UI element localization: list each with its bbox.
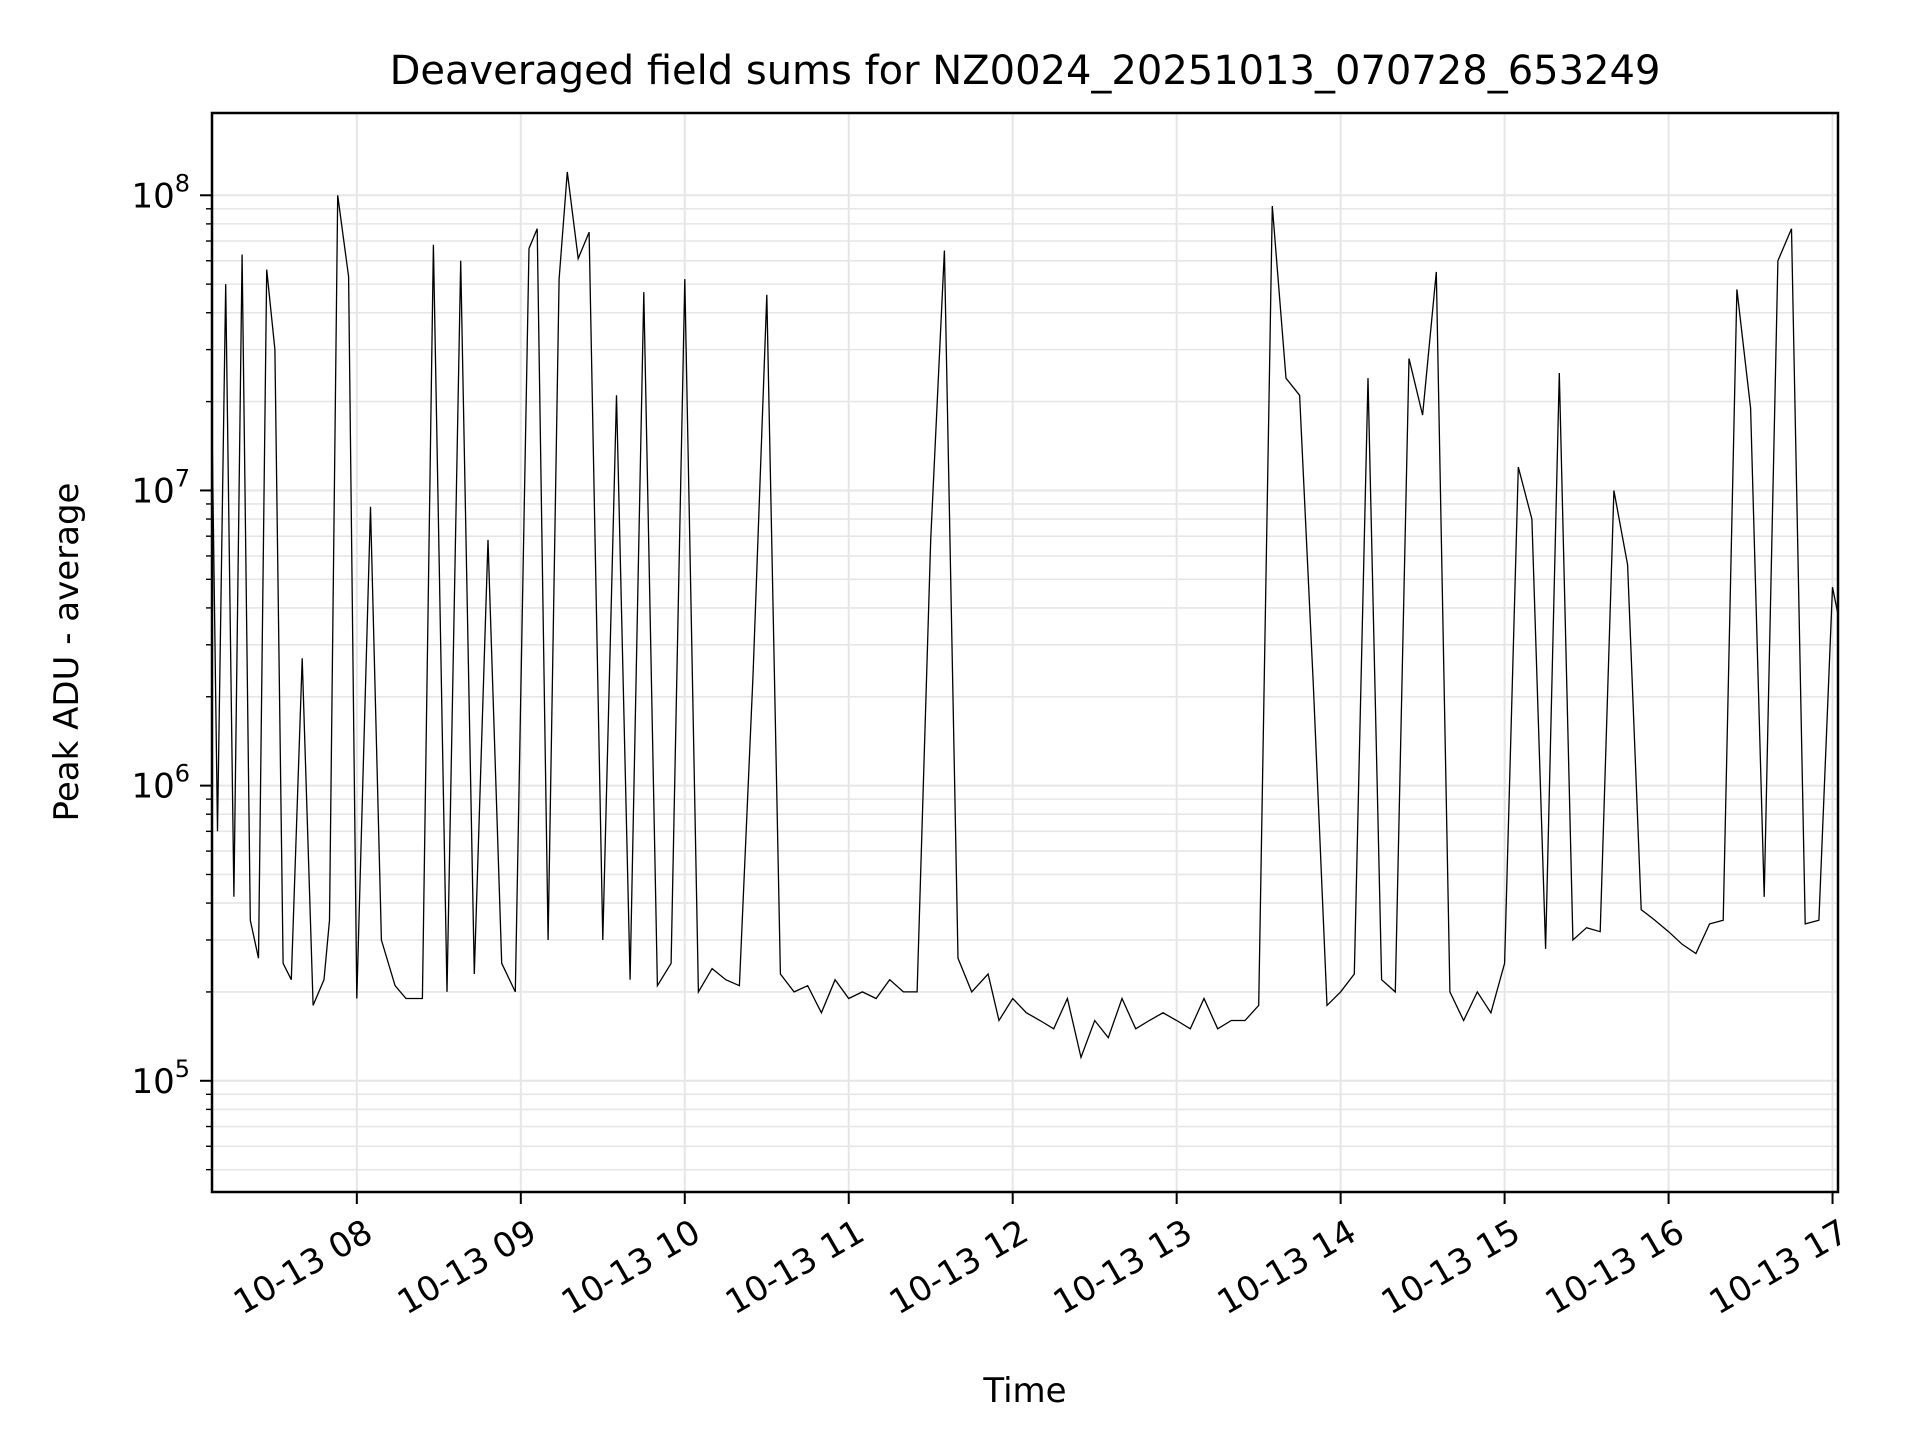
y-tick-label-base: 10	[131, 767, 174, 807]
plot-series	[211, 171, 1839, 1060]
y-tick-label: 106	[131, 760, 190, 807]
y-tick-label: 105	[131, 1055, 190, 1102]
x-axis-label: Time	[982, 1371, 1066, 1411]
y-tick-label-base: 10	[131, 176, 174, 216]
chart-title: Deaveraged field sums for NZ0024_2025101…	[390, 48, 1661, 94]
y-tick-label: 108	[131, 169, 190, 216]
y-tick-label-exponent: 8	[175, 169, 190, 197]
y-tick-label-base: 10	[131, 1062, 174, 1102]
series-line	[211, 171, 1839, 1060]
y-tick-label-exponent: 5	[175, 1055, 190, 1083]
plot-frame	[210, 111, 1840, 1194]
y-axis-label: Peak ADU - average	[47, 483, 87, 822]
y-tick-label-exponent: 7	[175, 464, 190, 492]
y-tick-label-base: 10	[131, 471, 174, 511]
grid	[212, 113, 1838, 1192]
y-tick-label: 107	[131, 464, 190, 511]
y-tick-label-exponent: 6	[175, 760, 190, 788]
